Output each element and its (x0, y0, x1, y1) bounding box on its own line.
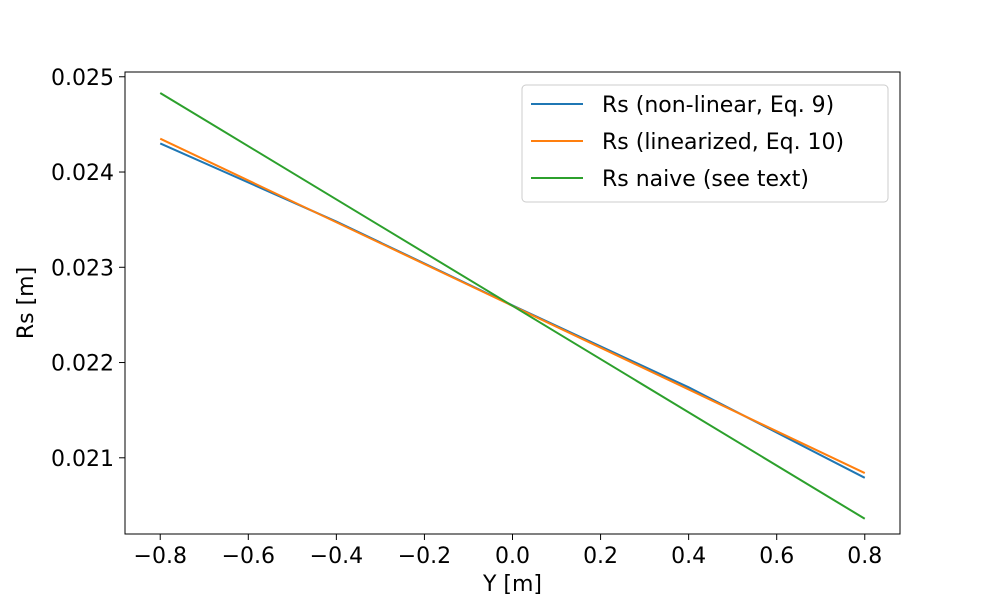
series-layer (159, 92, 866, 520)
y-tick-label: 0.025 (51, 66, 114, 91)
x-tick-label: 0.2 (583, 544, 618, 569)
y-tick-label: 0.024 (51, 161, 114, 186)
x-tick-label: 0.0 (495, 544, 530, 569)
y-tick-label: 0.022 (51, 352, 114, 377)
legend-label-1: Rs (non-linear, Eq. 9) (602, 93, 834, 118)
x-tick-label: 0.6 (759, 544, 794, 569)
legend-label-2: Rs (linearized, Eq. 10) (602, 130, 844, 155)
x-tick-label: −0.4 (310, 544, 363, 569)
x-tick-label: 0.4 (671, 544, 706, 569)
x-tick-label: 0.8 (847, 544, 882, 569)
x-tick-label: −0.8 (134, 544, 187, 569)
legend-box (521, 84, 889, 203)
x-axis-label: Y [m] (482, 572, 542, 597)
y-axis-label: Rs [m] (14, 267, 39, 339)
legend-label-3: Rs naive (see text) (602, 167, 809, 192)
x-tick-label: −0.2 (398, 544, 451, 569)
legend: Rs (non-linear, Eq. 9) Rs (linearized, Eq… (521, 84, 889, 203)
x-axis-ticks: −0.8 −0.6 −0.4 −0.2 0.0 0.2 0.4 0.6 0.8 (134, 534, 882, 569)
y-tick-label: 0.023 (51, 256, 114, 281)
y-tick-label: 0.021 (51, 447, 114, 472)
y-axis-ticks: 0.021 0.022 0.023 0.024 0.025 (51, 66, 125, 472)
x-tick-label: −0.6 (222, 544, 275, 569)
series-line-3 (159, 92, 866, 520)
